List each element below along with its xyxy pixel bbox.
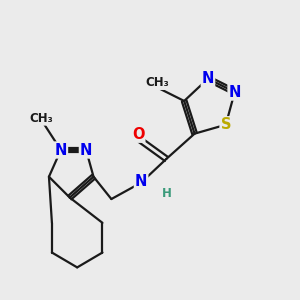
Text: S: S	[220, 117, 231, 132]
Text: H: H	[161, 187, 171, 200]
Text: N: N	[202, 71, 214, 86]
Text: CH₃: CH₃	[30, 112, 53, 125]
Text: N: N	[80, 142, 92, 158]
Text: N: N	[229, 85, 241, 100]
Text: O: O	[132, 127, 144, 142]
Text: N: N	[135, 174, 147, 189]
Text: N: N	[55, 142, 67, 158]
Text: CH₃: CH₃	[146, 76, 169, 89]
